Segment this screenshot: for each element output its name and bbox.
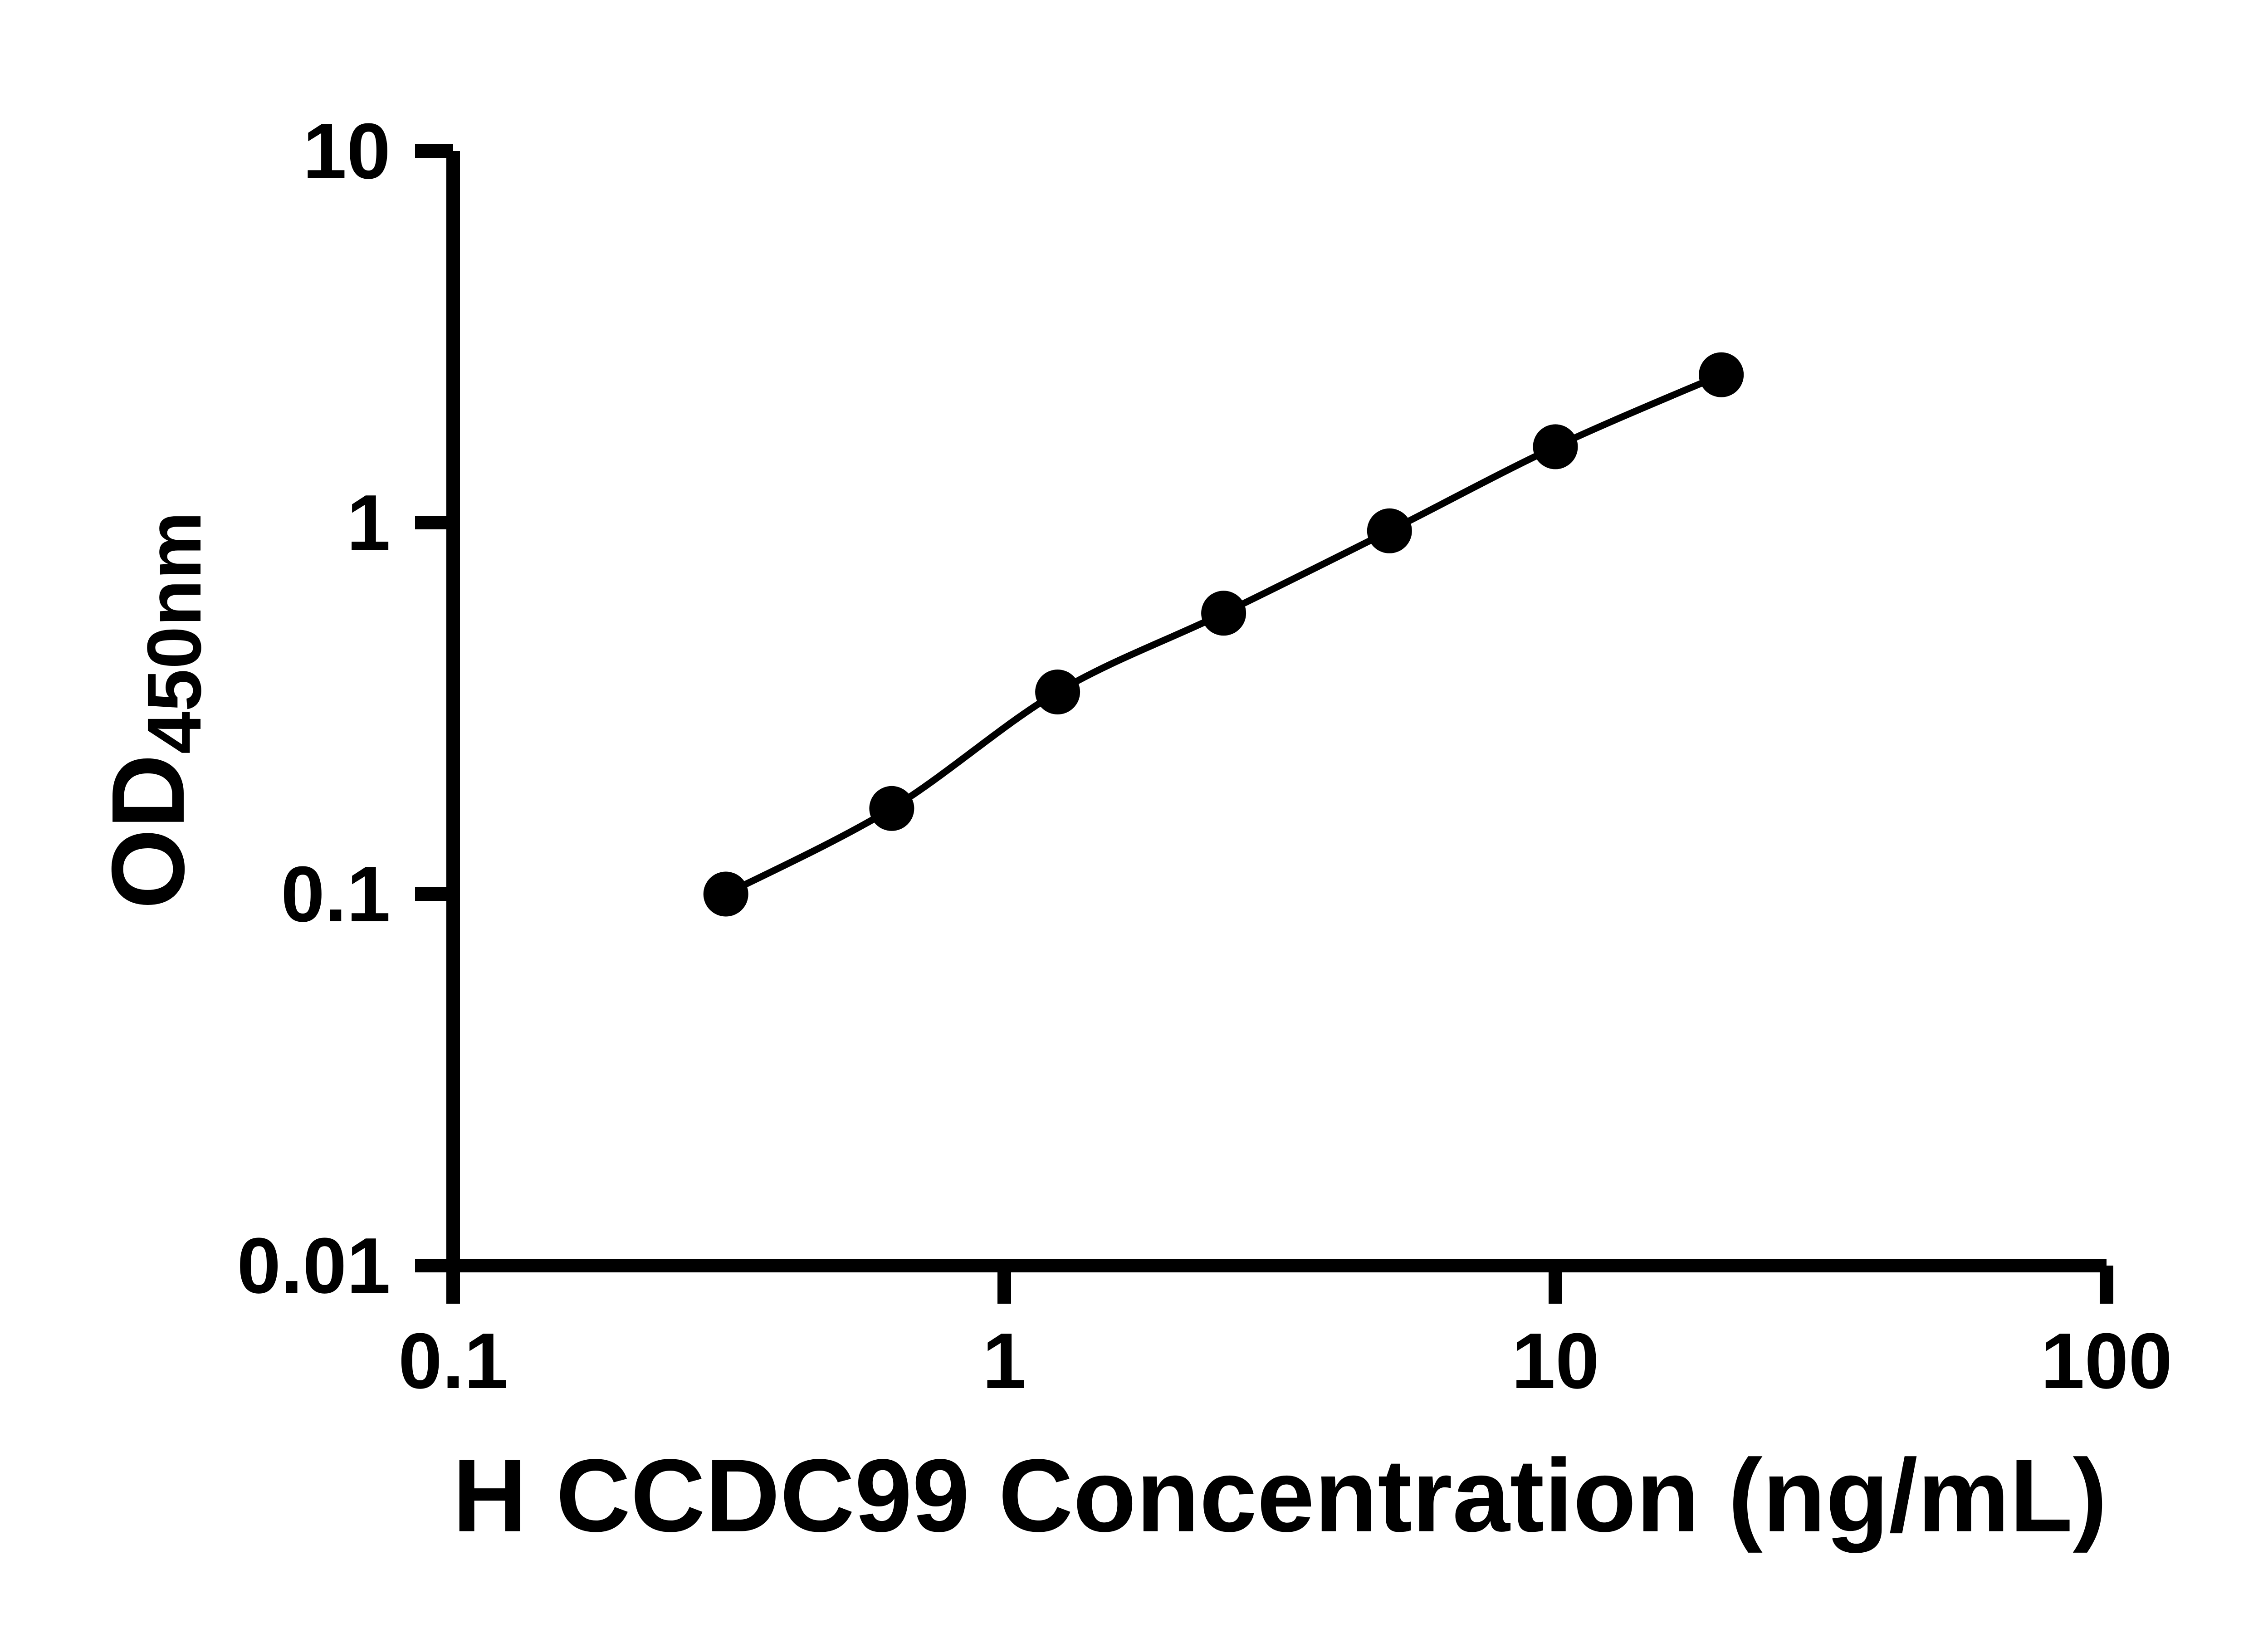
y-tick-label: 0.01 xyxy=(237,1221,391,1310)
y-axis-title-subscript: 450nm xyxy=(131,511,217,754)
x-tick-label: 10 xyxy=(1511,1316,1599,1405)
y-tick-label: 1 xyxy=(347,478,391,567)
x-axis-title: H CCDC99 Concentration (ng/mL) xyxy=(452,1438,2107,1554)
y-tick-label: 0.1 xyxy=(281,850,391,938)
x-tick-label: 0.1 xyxy=(398,1316,508,1405)
y-axis-title: OD450nm xyxy=(89,512,218,909)
x-tick-label: 100 xyxy=(2041,1316,2172,1405)
y-axis-title-main: OD xyxy=(90,754,206,909)
y-tick-label: 10 xyxy=(303,107,391,195)
data-point xyxy=(1035,670,1080,714)
data-point xyxy=(1699,352,1744,397)
data-point xyxy=(1367,508,1412,553)
data-point xyxy=(1533,424,1578,469)
x-tick-label: 1 xyxy=(982,1316,1026,1405)
data-point xyxy=(703,871,748,917)
data-point xyxy=(869,786,914,831)
data-point xyxy=(1201,591,1246,636)
